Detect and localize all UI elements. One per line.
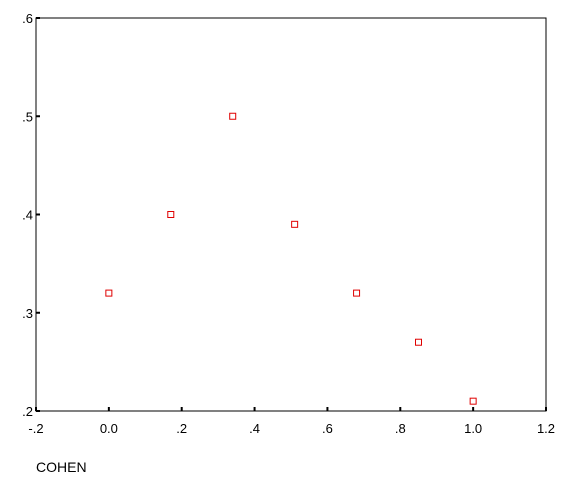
y-tick-label: .3: [22, 306, 33, 321]
y-tick-label: .2: [22, 404, 33, 419]
y-tick-label: .5: [22, 109, 33, 124]
data-point: [229, 112, 237, 120]
x-tick-label: .8: [395, 421, 406, 436]
data-point: [291, 220, 299, 228]
data-point: [105, 289, 113, 297]
x-axis-title: COHEN: [36, 459, 87, 475]
data-point: [353, 289, 361, 297]
data-point: [167, 211, 175, 218]
data-points: [105, 112, 477, 405]
x-tick-label: 0.0: [100, 421, 118, 436]
x-tick-label: 1.0: [464, 421, 482, 436]
y-tick-label: .4: [22, 208, 33, 223]
y-tick-label: .6: [22, 11, 33, 26]
plot-frame: [35, 17, 547, 412]
x-axis: -.2 0.0 .2 .4 .6 .8 1.0 1.2: [28, 407, 555, 436]
x-tick-label: 1.2: [537, 421, 555, 436]
y-axis: .2 .3 .4 .5 .6: [22, 11, 40, 419]
data-point: [469, 397, 477, 405]
data-point: [415, 338, 422, 346]
x-tick-label: .2: [176, 421, 187, 436]
x-tick-label: -.2: [28, 421, 43, 436]
x-tick-label: .6: [322, 421, 333, 436]
x-tick-label: .4: [249, 421, 260, 436]
